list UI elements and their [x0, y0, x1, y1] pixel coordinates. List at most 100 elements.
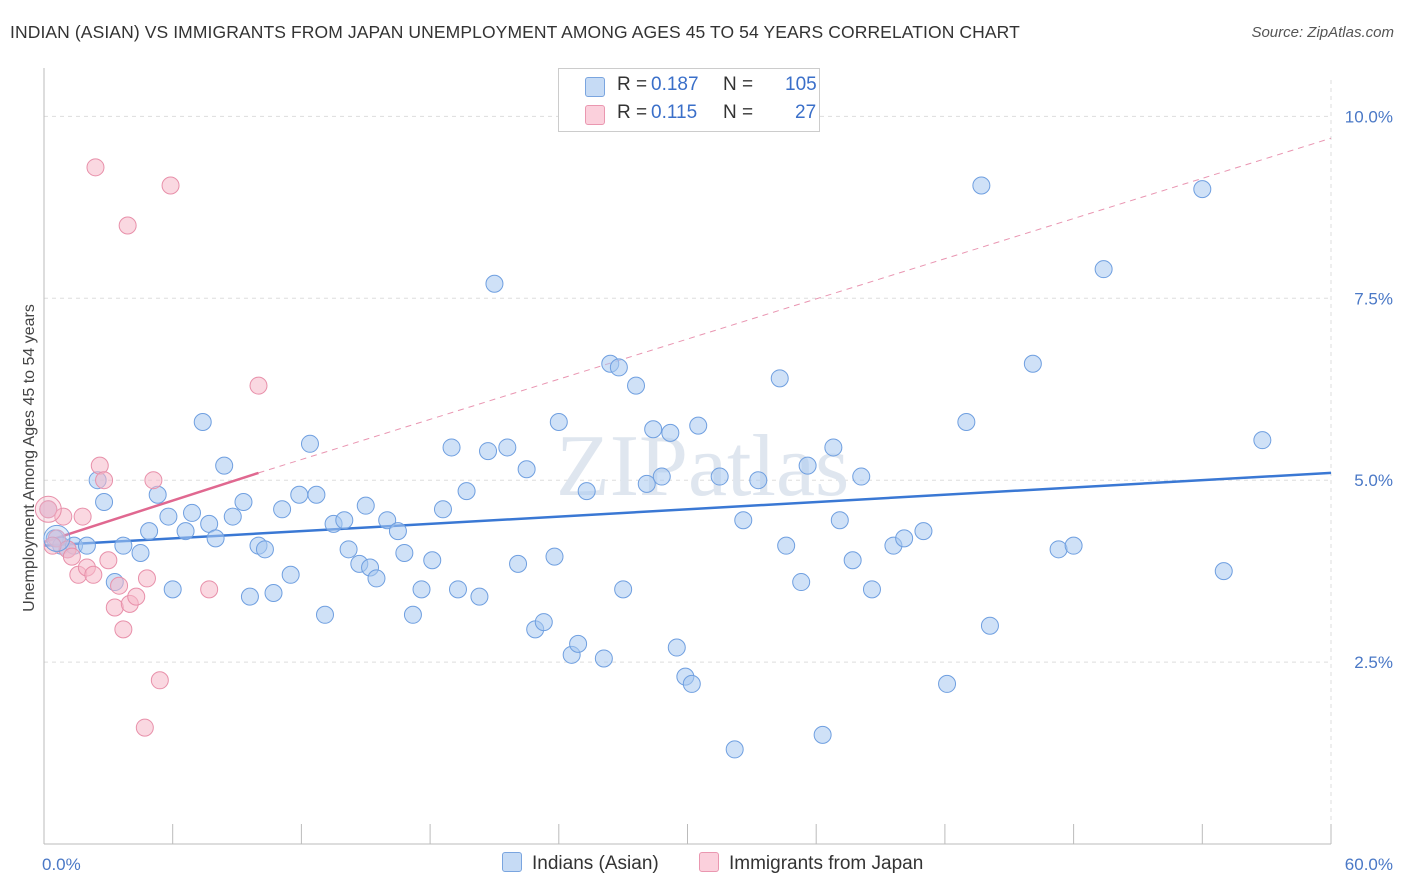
indian-point — [980, 616, 999, 635]
indian-point — [609, 358, 628, 377]
indian-point — [1064, 536, 1083, 555]
indian-point — [448, 580, 467, 599]
indian-point — [485, 274, 504, 293]
indian-point — [1193, 180, 1212, 199]
indian-point — [852, 467, 871, 486]
correlation-legend: R = 0.187 N = 105 R = 0.115 N = 27 — [558, 68, 820, 132]
indian-point — [356, 496, 375, 515]
y-tick-label: 7.5% — [1354, 289, 1393, 308]
japan-point — [137, 569, 156, 588]
indian-point — [423, 551, 442, 570]
x-tick-labels: 0.0% 60.0% — [42, 855, 1393, 874]
indian-point — [395, 543, 414, 562]
indian-point — [114, 536, 133, 555]
japan-point — [73, 507, 92, 526]
japan-point — [161, 176, 180, 195]
japan-point — [43, 536, 62, 555]
legend-n-label: N = — [723, 74, 754, 95]
y-tick-label: 10.0% — [1345, 107, 1393, 126]
indian-point — [131, 543, 150, 562]
axes — [43, 68, 1332, 845]
indian-point — [1094, 260, 1113, 279]
indian-point — [183, 503, 202, 522]
indian-point — [652, 467, 671, 486]
indian-point — [770, 369, 789, 388]
indian-point — [577, 482, 596, 501]
indian-point — [1049, 540, 1068, 559]
indian-point — [412, 580, 431, 599]
indian-point — [498, 438, 517, 457]
indian-point — [470, 587, 489, 606]
indian-point — [206, 529, 225, 548]
indian-point — [734, 511, 753, 530]
indian-point — [95, 493, 114, 512]
indian-point — [895, 529, 914, 548]
legend-n-label: N = — [723, 102, 754, 123]
japan-point — [62, 547, 81, 566]
indian-point — [972, 176, 991, 195]
indian-point — [667, 638, 686, 657]
indian-point — [644, 420, 663, 439]
japan-point — [150, 671, 169, 690]
indian-point — [300, 434, 319, 453]
indian-point — [843, 551, 862, 570]
japan-trend-line — [43, 471, 259, 544]
indian-point — [862, 580, 881, 599]
indian-point — [264, 583, 283, 602]
japan-point — [249, 376, 268, 395]
indian-point — [281, 565, 300, 584]
indian-point — [223, 507, 242, 526]
indian-point — [403, 605, 422, 624]
japan-point — [110, 576, 129, 595]
bottom-legend-japan: Immigrants from Japan — [699, 852, 923, 875]
indian-point — [273, 500, 292, 519]
japan-point — [84, 565, 103, 584]
trend-lines — [43, 137, 1332, 547]
legend-r-label: R = — [617, 74, 648, 95]
indian-point — [479, 442, 498, 461]
indian-point — [749, 471, 768, 490]
indian-point — [710, 467, 729, 486]
legend-r-value: 0.187 — [651, 74, 699, 95]
indian-point — [517, 460, 536, 479]
bottom-legend-label: Indians (Asian) — [532, 853, 659, 874]
x-tick-label: 60.0% — [1345, 855, 1393, 874]
indian-point — [77, 536, 96, 555]
indian-point — [159, 507, 178, 526]
indian-point — [367, 569, 386, 588]
indian-point — [689, 416, 708, 435]
indian-point — [545, 547, 564, 566]
japan-point — [127, 587, 146, 606]
indian-point — [43, 524, 71, 552]
japan-point — [144, 471, 163, 490]
data-points — [34, 158, 1272, 759]
indian-point — [534, 613, 553, 632]
chart-title: INDIAN (ASIAN) VS IMMIGRANTS FROM JAPAN … — [10, 22, 1020, 42]
indian-point — [1253, 431, 1272, 450]
indian-point — [614, 580, 633, 599]
indian-point — [549, 412, 568, 431]
indian-point — [215, 456, 234, 475]
legend-swatch-indians — [585, 77, 605, 97]
indian-point — [594, 649, 613, 668]
indian-point — [569, 634, 588, 653]
legend-r-label: R = — [617, 102, 648, 123]
indian-point — [193, 412, 212, 431]
indian-point — [140, 522, 159, 541]
indian-point — [307, 485, 326, 504]
indian-point — [1214, 562, 1233, 581]
indian-point — [234, 493, 253, 512]
japan-point — [86, 158, 105, 177]
indian-point — [388, 522, 407, 541]
indian-point — [627, 376, 646, 395]
japan-point — [39, 500, 58, 519]
indian-point — [163, 580, 182, 599]
japan-point — [99, 551, 118, 570]
indian-point — [725, 740, 744, 759]
japan-point — [135, 718, 154, 737]
indian-point — [1023, 354, 1042, 373]
japan-point — [114, 620, 133, 639]
indian-point — [176, 522, 195, 541]
indian-point — [433, 500, 452, 519]
